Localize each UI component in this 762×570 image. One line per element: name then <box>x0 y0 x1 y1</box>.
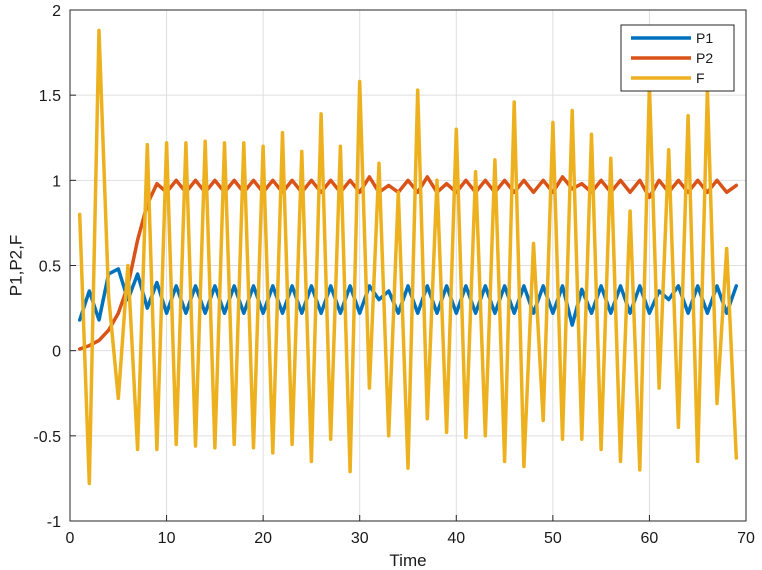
y-tick-label: 0 <box>52 344 61 361</box>
series-layer <box>77 28 739 486</box>
series-line-f <box>77 28 739 486</box>
y-axis-label: P1,P2,F <box>6 235 25 296</box>
x-tick-label: 10 <box>158 530 176 547</box>
y-tick-label: 1 <box>52 173 61 190</box>
y-tick-label: 1.5 <box>39 88 61 105</box>
x-tick-label: 0 <box>66 530 75 547</box>
x-axis-label: Time <box>389 551 426 570</box>
x-tick-label: 20 <box>254 530 272 547</box>
x-tick-label: 40 <box>447 530 465 547</box>
x-tick-label: 30 <box>351 530 369 547</box>
y-tick-label: 0.5 <box>39 259 61 276</box>
legend-label-f: F <box>696 70 705 86</box>
x-tick-label: 50 <box>544 530 562 547</box>
legend-label-p2: P2 <box>696 50 713 66</box>
legend-label-p1: P1 <box>696 30 713 46</box>
x-tick-label: 60 <box>641 530 659 547</box>
y-tick-label: -1 <box>47 514 61 531</box>
y-tick-label: 2 <box>52 3 61 20</box>
x-tick-label: 70 <box>737 530 755 547</box>
legend: P1 P2 F <box>620 24 735 92</box>
y-tick-label: -0.5 <box>33 429 61 446</box>
tick-layer: 0 10 20 30 40 50 60 70 -1 -0.5 0 0.5 1 1.5 2 <box>33 3 755 547</box>
series-line-p2 <box>77 175 739 351</box>
